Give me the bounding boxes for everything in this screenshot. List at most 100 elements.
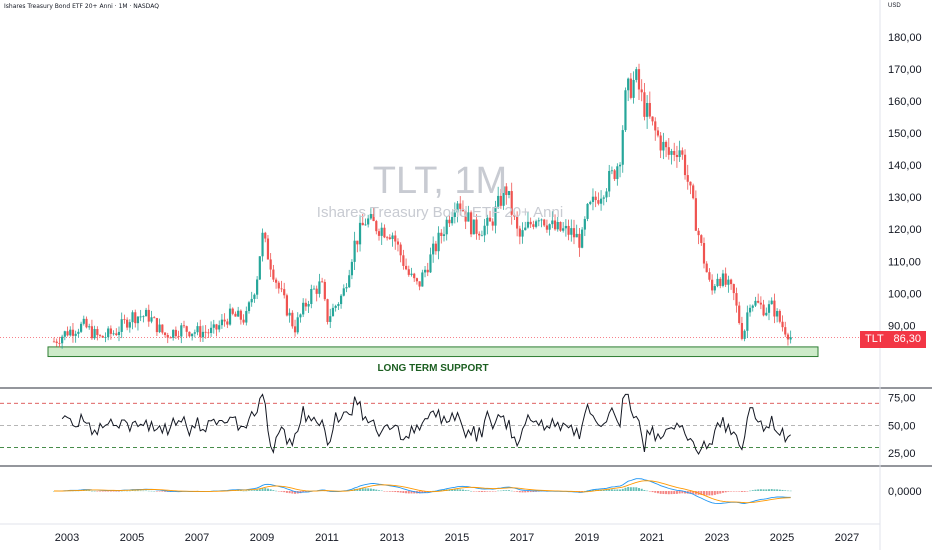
candle-body bbox=[526, 221, 530, 228]
macd-hist-bar bbox=[616, 489, 619, 491]
candle-body bbox=[767, 304, 771, 313]
macd-hist-bar bbox=[472, 491, 475, 492]
candle-body bbox=[163, 332, 167, 336]
macd-hist-bar bbox=[619, 489, 622, 491]
macd-hist-bar bbox=[269, 489, 272, 491]
support-label: LONG TERM SUPPORT bbox=[377, 363, 489, 374]
candle-body bbox=[754, 300, 757, 306]
macd-hist-bar bbox=[126, 490, 129, 492]
macd-hist-bar bbox=[248, 490, 250, 491]
macd-hist-bar bbox=[719, 491, 722, 494]
candle-body bbox=[142, 316, 145, 318]
candle-body bbox=[478, 233, 481, 236]
candle-body bbox=[553, 220, 557, 230]
macd-hist-bar bbox=[662, 491, 665, 494]
price-tag-value: 86,30 bbox=[893, 333, 921, 345]
macd-hist-bar bbox=[489, 491, 492, 492]
candle-body bbox=[740, 322, 744, 339]
candle-body bbox=[426, 269, 429, 273]
year-tick-label: 2027 bbox=[835, 532, 859, 544]
rsi-panel: 75,00 50,00 25,00 bbox=[0, 393, 916, 460]
candle-body bbox=[608, 170, 611, 192]
candle-body bbox=[367, 218, 370, 225]
macd-panel: 0,0000 bbox=[53, 478, 922, 504]
candle-body bbox=[415, 278, 419, 282]
macd-hist-bar bbox=[161, 491, 164, 492]
candle-body bbox=[261, 232, 264, 257]
candle-body bbox=[451, 216, 454, 224]
candle-body bbox=[326, 299, 329, 322]
year-tick-label: 2015 bbox=[445, 532, 469, 544]
macd-hist-bar bbox=[386, 491, 389, 492]
macd-hist-bar bbox=[694, 491, 697, 495]
macd-hist-bar bbox=[762, 489, 765, 491]
year-tick-label: 2011 bbox=[315, 532, 339, 544]
candle-body bbox=[153, 317, 156, 319]
year-tick-label: 2025 bbox=[770, 532, 794, 544]
candle-body bbox=[724, 273, 727, 285]
candle-body bbox=[507, 191, 511, 195]
candle-body bbox=[101, 335, 104, 338]
candle-body bbox=[312, 288, 316, 290]
candle-body bbox=[383, 227, 386, 238]
candle-body bbox=[339, 295, 343, 305]
macd-hist-bar bbox=[453, 489, 456, 491]
macd-hist-bar bbox=[258, 489, 261, 491]
macd-hist-bar bbox=[738, 491, 741, 492]
macd-hist-bar bbox=[378, 490, 380, 491]
chart-header: Ishares Treasury Bond ETF 20+ Anni · 1M … bbox=[4, 3, 159, 10]
candle-body bbox=[220, 319, 224, 326]
macd-hist-bar bbox=[505, 490, 508, 491]
currency-label: USD bbox=[888, 3, 901, 9]
macd-hist-bar bbox=[118, 491, 120, 492]
candle-body bbox=[296, 317, 299, 333]
macd-hist-bar bbox=[786, 490, 789, 492]
candle-body bbox=[721, 273, 725, 286]
candle-body bbox=[323, 281, 326, 300]
candle-body bbox=[505, 186, 508, 195]
candle-body bbox=[743, 330, 746, 339]
candle-body bbox=[247, 302, 251, 312]
candle-body bbox=[453, 212, 456, 217]
candle-body bbox=[456, 203, 459, 213]
candle-body bbox=[215, 324, 218, 330]
candle-body bbox=[291, 312, 294, 327]
candle-body bbox=[711, 279, 714, 291]
candle-body bbox=[464, 211, 467, 222]
macd-hist-bar bbox=[480, 491, 483, 492]
macd-hist-bar bbox=[361, 488, 364, 491]
candle-body bbox=[71, 329, 75, 336]
candle-body bbox=[402, 255, 405, 266]
macd-hist-bar bbox=[359, 488, 362, 491]
candle-body bbox=[675, 154, 679, 158]
candle-body bbox=[637, 69, 641, 90]
macd-hist-bar bbox=[375, 489, 378, 491]
macd-hist-bar bbox=[291, 491, 294, 494]
candle-body bbox=[55, 341, 58, 343]
macd-hist-bar bbox=[708, 491, 711, 496]
price-tick-label: 90,00 bbox=[888, 320, 916, 332]
candle-body bbox=[293, 326, 297, 333]
macd-hist-bar bbox=[581, 491, 584, 492]
macd-hist-bar bbox=[751, 490, 754, 491]
macd-hist-bar bbox=[380, 490, 383, 492]
candle-body bbox=[621, 130, 624, 165]
macd-hist-bar bbox=[524, 491, 527, 493]
macd-hist-bar bbox=[781, 489, 784, 491]
candle-body bbox=[88, 326, 91, 328]
candle-body bbox=[126, 319, 129, 328]
macd-hist-bar bbox=[288, 491, 291, 494]
candle-body bbox=[264, 232, 267, 239]
macd-hist-bar bbox=[648, 491, 651, 492]
macd-hist-bar bbox=[508, 490, 510, 491]
macd-hist-bar bbox=[721, 491, 724, 493]
macd-hist-bar bbox=[440, 489, 443, 491]
candle-body bbox=[304, 302, 307, 307]
candle-body bbox=[69, 329, 72, 336]
macd-line bbox=[53, 478, 791, 504]
macd-hist-bar bbox=[635, 487, 638, 491]
candle-body bbox=[640, 89, 643, 93]
macd-hist-bar bbox=[627, 487, 630, 491]
macd-hist-bar bbox=[789, 490, 792, 492]
